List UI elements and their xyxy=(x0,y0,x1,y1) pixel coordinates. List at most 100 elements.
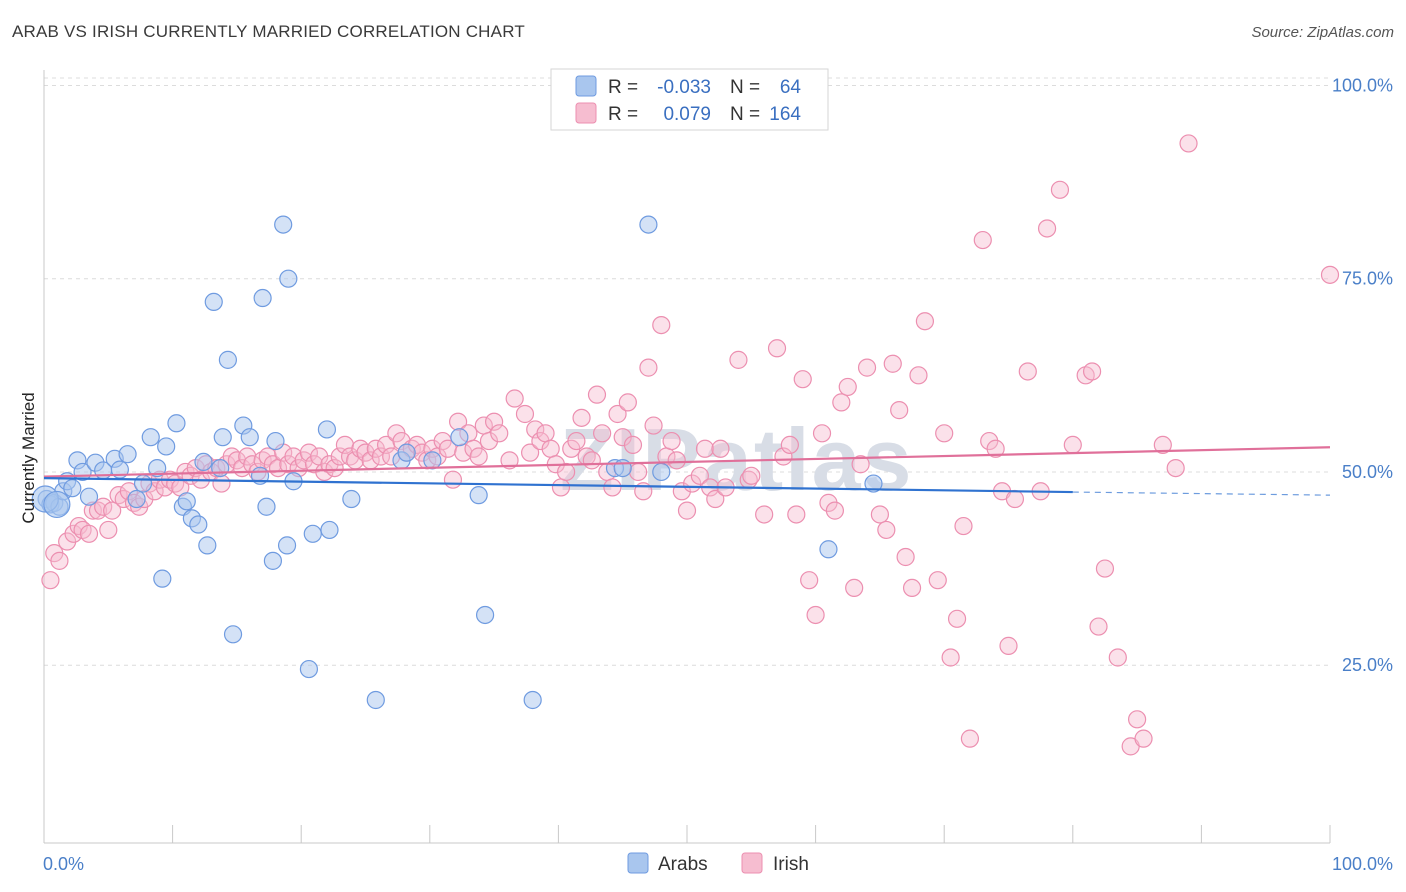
arab-point xyxy=(177,492,196,511)
irish-point xyxy=(1320,265,1340,284)
irish-point xyxy=(851,455,870,474)
arab-point xyxy=(133,474,153,493)
irish-point xyxy=(870,505,890,524)
irish-point xyxy=(629,462,648,482)
arab-point xyxy=(79,487,99,506)
arab-trend-line xyxy=(43,477,1073,494)
irish-point xyxy=(806,605,825,625)
irish-point xyxy=(526,420,545,439)
irish-point xyxy=(639,358,658,377)
legend-n-value-arabs: 64 xyxy=(780,77,802,98)
irish-point xyxy=(593,424,612,443)
trend-lines xyxy=(43,446,1331,496)
irish-point xyxy=(582,451,601,470)
arab-point xyxy=(223,625,243,644)
irish-point xyxy=(877,520,896,540)
irish-point xyxy=(695,439,715,458)
irish-point xyxy=(521,443,540,462)
arab-point xyxy=(118,445,137,464)
irish-point xyxy=(755,505,774,524)
irish-point xyxy=(490,424,509,443)
irish-point xyxy=(954,516,973,536)
irish-point xyxy=(618,393,637,412)
arab-point xyxy=(263,551,283,570)
y-tick-label: 100.0% xyxy=(1332,75,1393,95)
arab-point xyxy=(213,428,232,447)
irish-point xyxy=(1153,435,1172,455)
irish-point xyxy=(909,366,928,385)
arab-trend-extension xyxy=(1072,491,1331,496)
arab-point xyxy=(141,428,160,447)
irish-point xyxy=(999,636,1018,655)
arab-point xyxy=(148,458,167,478)
legend-r-value-irish: 0.079 xyxy=(663,104,711,125)
y-tick-label: 25.0% xyxy=(1342,655,1393,675)
irish-point xyxy=(299,443,319,462)
irish-point xyxy=(941,648,960,667)
x-tick-label: 0.0% xyxy=(43,854,84,874)
irish-point xyxy=(667,451,686,470)
arab-point xyxy=(450,428,469,447)
chart-source: Source: ZipAtlas.com xyxy=(1251,24,1394,41)
arab-point xyxy=(157,437,176,456)
arab-point xyxy=(211,458,230,478)
arab-point xyxy=(523,690,542,710)
y-tick-labels: 25.0% 50.0% 75.0% 100.0% xyxy=(1332,75,1393,675)
irish-point xyxy=(787,505,806,524)
irish-point xyxy=(825,501,844,520)
irish-point xyxy=(79,524,99,543)
irish-point xyxy=(1179,134,1198,153)
x-tick-label: 100.0% xyxy=(1332,854,1393,874)
irish-point xyxy=(800,571,819,590)
arab-point xyxy=(253,288,272,308)
y-tick-label: 75.0% xyxy=(1342,269,1393,289)
irish-point xyxy=(1108,648,1127,667)
irish-point xyxy=(603,478,622,497)
legend-swatch-arabs xyxy=(575,75,597,97)
irish-point xyxy=(1089,617,1108,636)
legend-r-label-arabs: R = xyxy=(608,77,638,98)
irish-point xyxy=(838,377,857,397)
irish-point xyxy=(947,609,967,628)
arab-point xyxy=(240,428,259,447)
arab-point xyxy=(266,431,285,451)
irish-point xyxy=(443,470,463,489)
irish-point xyxy=(1166,458,1185,478)
arab-point xyxy=(194,452,213,472)
chart-title: ARAB VS IRISH CURRENTLY MARRIED CORRELAT… xyxy=(12,22,525,41)
bottom-legend-label-arabs: Arabs xyxy=(658,854,708,875)
irish-point xyxy=(832,393,851,412)
irish-point xyxy=(500,451,519,470)
irish-point xyxy=(505,389,524,408)
arab-point xyxy=(864,474,883,493)
arab-point xyxy=(652,462,671,482)
irish-point xyxy=(729,350,748,369)
bottom-legend-label-irish: Irish xyxy=(773,854,809,875)
irish-point xyxy=(325,458,344,478)
irish-point xyxy=(103,501,122,520)
irish-point xyxy=(915,312,935,331)
x-tick-labels: 0.0% 100.0% xyxy=(43,854,1393,874)
legend-r-label-irish: R = xyxy=(608,104,638,125)
irish-point xyxy=(677,501,697,520)
legend-n-value-irish: 164 xyxy=(769,104,801,125)
irish-point xyxy=(742,466,761,485)
irish-point xyxy=(1018,362,1037,381)
arab-point xyxy=(257,497,276,516)
bottom-legend-swatch-arabs xyxy=(627,852,649,874)
arab-point xyxy=(299,659,319,679)
irish-point xyxy=(572,408,591,427)
arab-point xyxy=(366,690,385,710)
irish-point xyxy=(587,385,607,404)
irish-point xyxy=(608,404,627,424)
irish-point xyxy=(973,230,992,250)
irish-point xyxy=(780,435,799,455)
arab-point xyxy=(819,540,838,559)
irish-point xyxy=(986,439,1005,458)
arab-point xyxy=(127,489,146,509)
irish-point xyxy=(1050,180,1070,199)
irish-point xyxy=(1134,729,1153,748)
bottom-legend: Arabs Irish xyxy=(627,852,809,875)
irish-point xyxy=(896,547,915,567)
